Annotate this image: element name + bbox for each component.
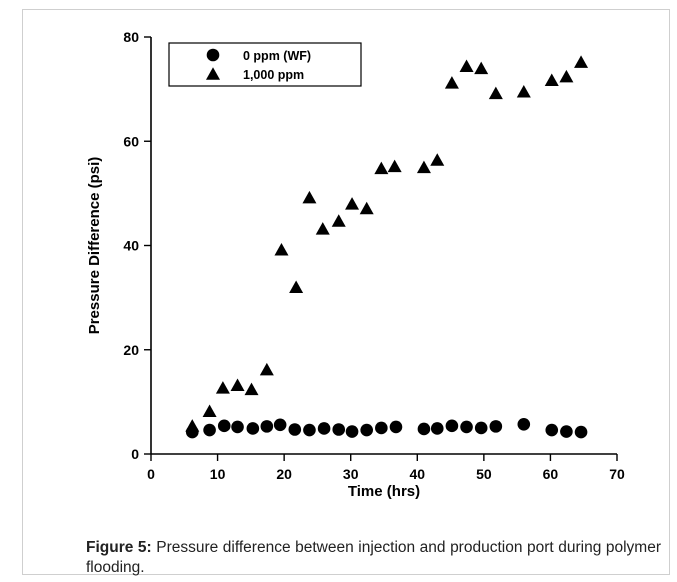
series-0ppm-point [445,419,459,433]
series-1000ppm-point [387,159,402,173]
y-tick-label: 40 [123,238,139,254]
x-tick-label: 70 [609,466,625,482]
series-1000ppm-point [430,153,445,166]
series-0ppm-point [360,423,373,437]
series-1000ppm-point [302,190,317,204]
series-1000ppm-point [444,76,459,89]
x-tick-label: 20 [276,466,292,482]
x-tick-label: 30 [343,466,359,482]
x-tick-label: 10 [210,466,226,482]
series-1000ppm-point [488,86,503,100]
series-1000ppm-point [374,161,389,175]
series-1000ppm-point [459,59,474,72]
series-0ppm-point [545,423,559,437]
series-0ppm-point [389,420,403,434]
series-0ppm-point [474,421,488,435]
series-0ppm-point [517,417,531,431]
series-1000ppm-point [516,85,531,98]
series-1000ppm-point [230,378,245,391]
series-0ppm-point [317,422,331,435]
caption-label: Figure 5: [86,539,152,556]
x-tick-label: 0 [147,466,155,482]
series-0ppm-point [345,425,359,438]
series-1000ppm-point [215,381,230,394]
series-0ppm-point [489,420,503,433]
y-tick-label: 80 [123,29,139,45]
series-1000ppm-point [185,419,200,432]
series-1000ppm-point [416,160,431,174]
series-0ppm-point [560,425,573,438]
series-1000ppm-point [474,61,489,75]
y-tick-label: 0 [131,446,139,462]
figure-frame: 0 10 20 30 40 50 60 70 0 20 40 60 80 Time (hrs) Pressu… [22,9,670,578]
series-0ppm-point [417,422,431,436]
scatter-chart: 0 10 20 30 40 50 60 70 0 20 40 60 80 Time (hrs) Pressu… [86,29,625,500]
series-1000ppm-point [315,222,330,235]
figure-caption: Figure 5: Pressure difference between in… [86,538,661,578]
series-0ppm-point [460,420,473,434]
series-1000ppm-point [244,382,259,396]
series-1000ppm-point [574,55,589,68]
series-0ppm-point [260,420,274,433]
series-1000ppm-point [544,73,559,87]
series-1000ppm-point [274,242,289,256]
legend-marker [206,48,220,62]
series-1000ppm-point [559,69,574,83]
y-tick-label: 60 [123,133,139,149]
y-tick-label: 20 [123,342,139,358]
legend-box [168,42,362,87]
legend-label: 0 ppm (WF) [243,49,311,63]
series-1000ppm-point [289,280,304,293]
series-0ppm-point [217,419,231,433]
legend-marker [206,67,220,80]
y-axis-label: Pressure Difference (psi) [86,157,103,335]
series-0ppm-point [273,418,287,432]
x-tick-label: 40 [409,466,425,482]
series-0ppm-point [332,423,346,436]
series-1000ppm-point [331,214,346,227]
series-0ppm-point [288,423,302,436]
series-0ppm-point [303,423,316,437]
legend-label: 1,000 ppm [243,68,304,82]
x-tick-label: 50 [476,466,492,482]
series-1000ppm-point [345,197,360,210]
series-1000ppm-point [202,404,217,418]
series-0ppm-point [574,425,588,439]
series-0ppm-point [375,421,388,435]
series-1000ppm-point [359,201,374,215]
series-0ppm-point [203,423,216,437]
caption-text: Pressure difference between injection an… [86,539,661,576]
series-0ppm-point [246,422,260,435]
series-0ppm-point [231,420,244,434]
series-1000ppm-point [259,362,274,376]
x-tick-label: 60 [543,466,559,482]
series-0ppm-point [430,422,444,435]
x-axis-label: Time (hrs) [348,483,420,500]
